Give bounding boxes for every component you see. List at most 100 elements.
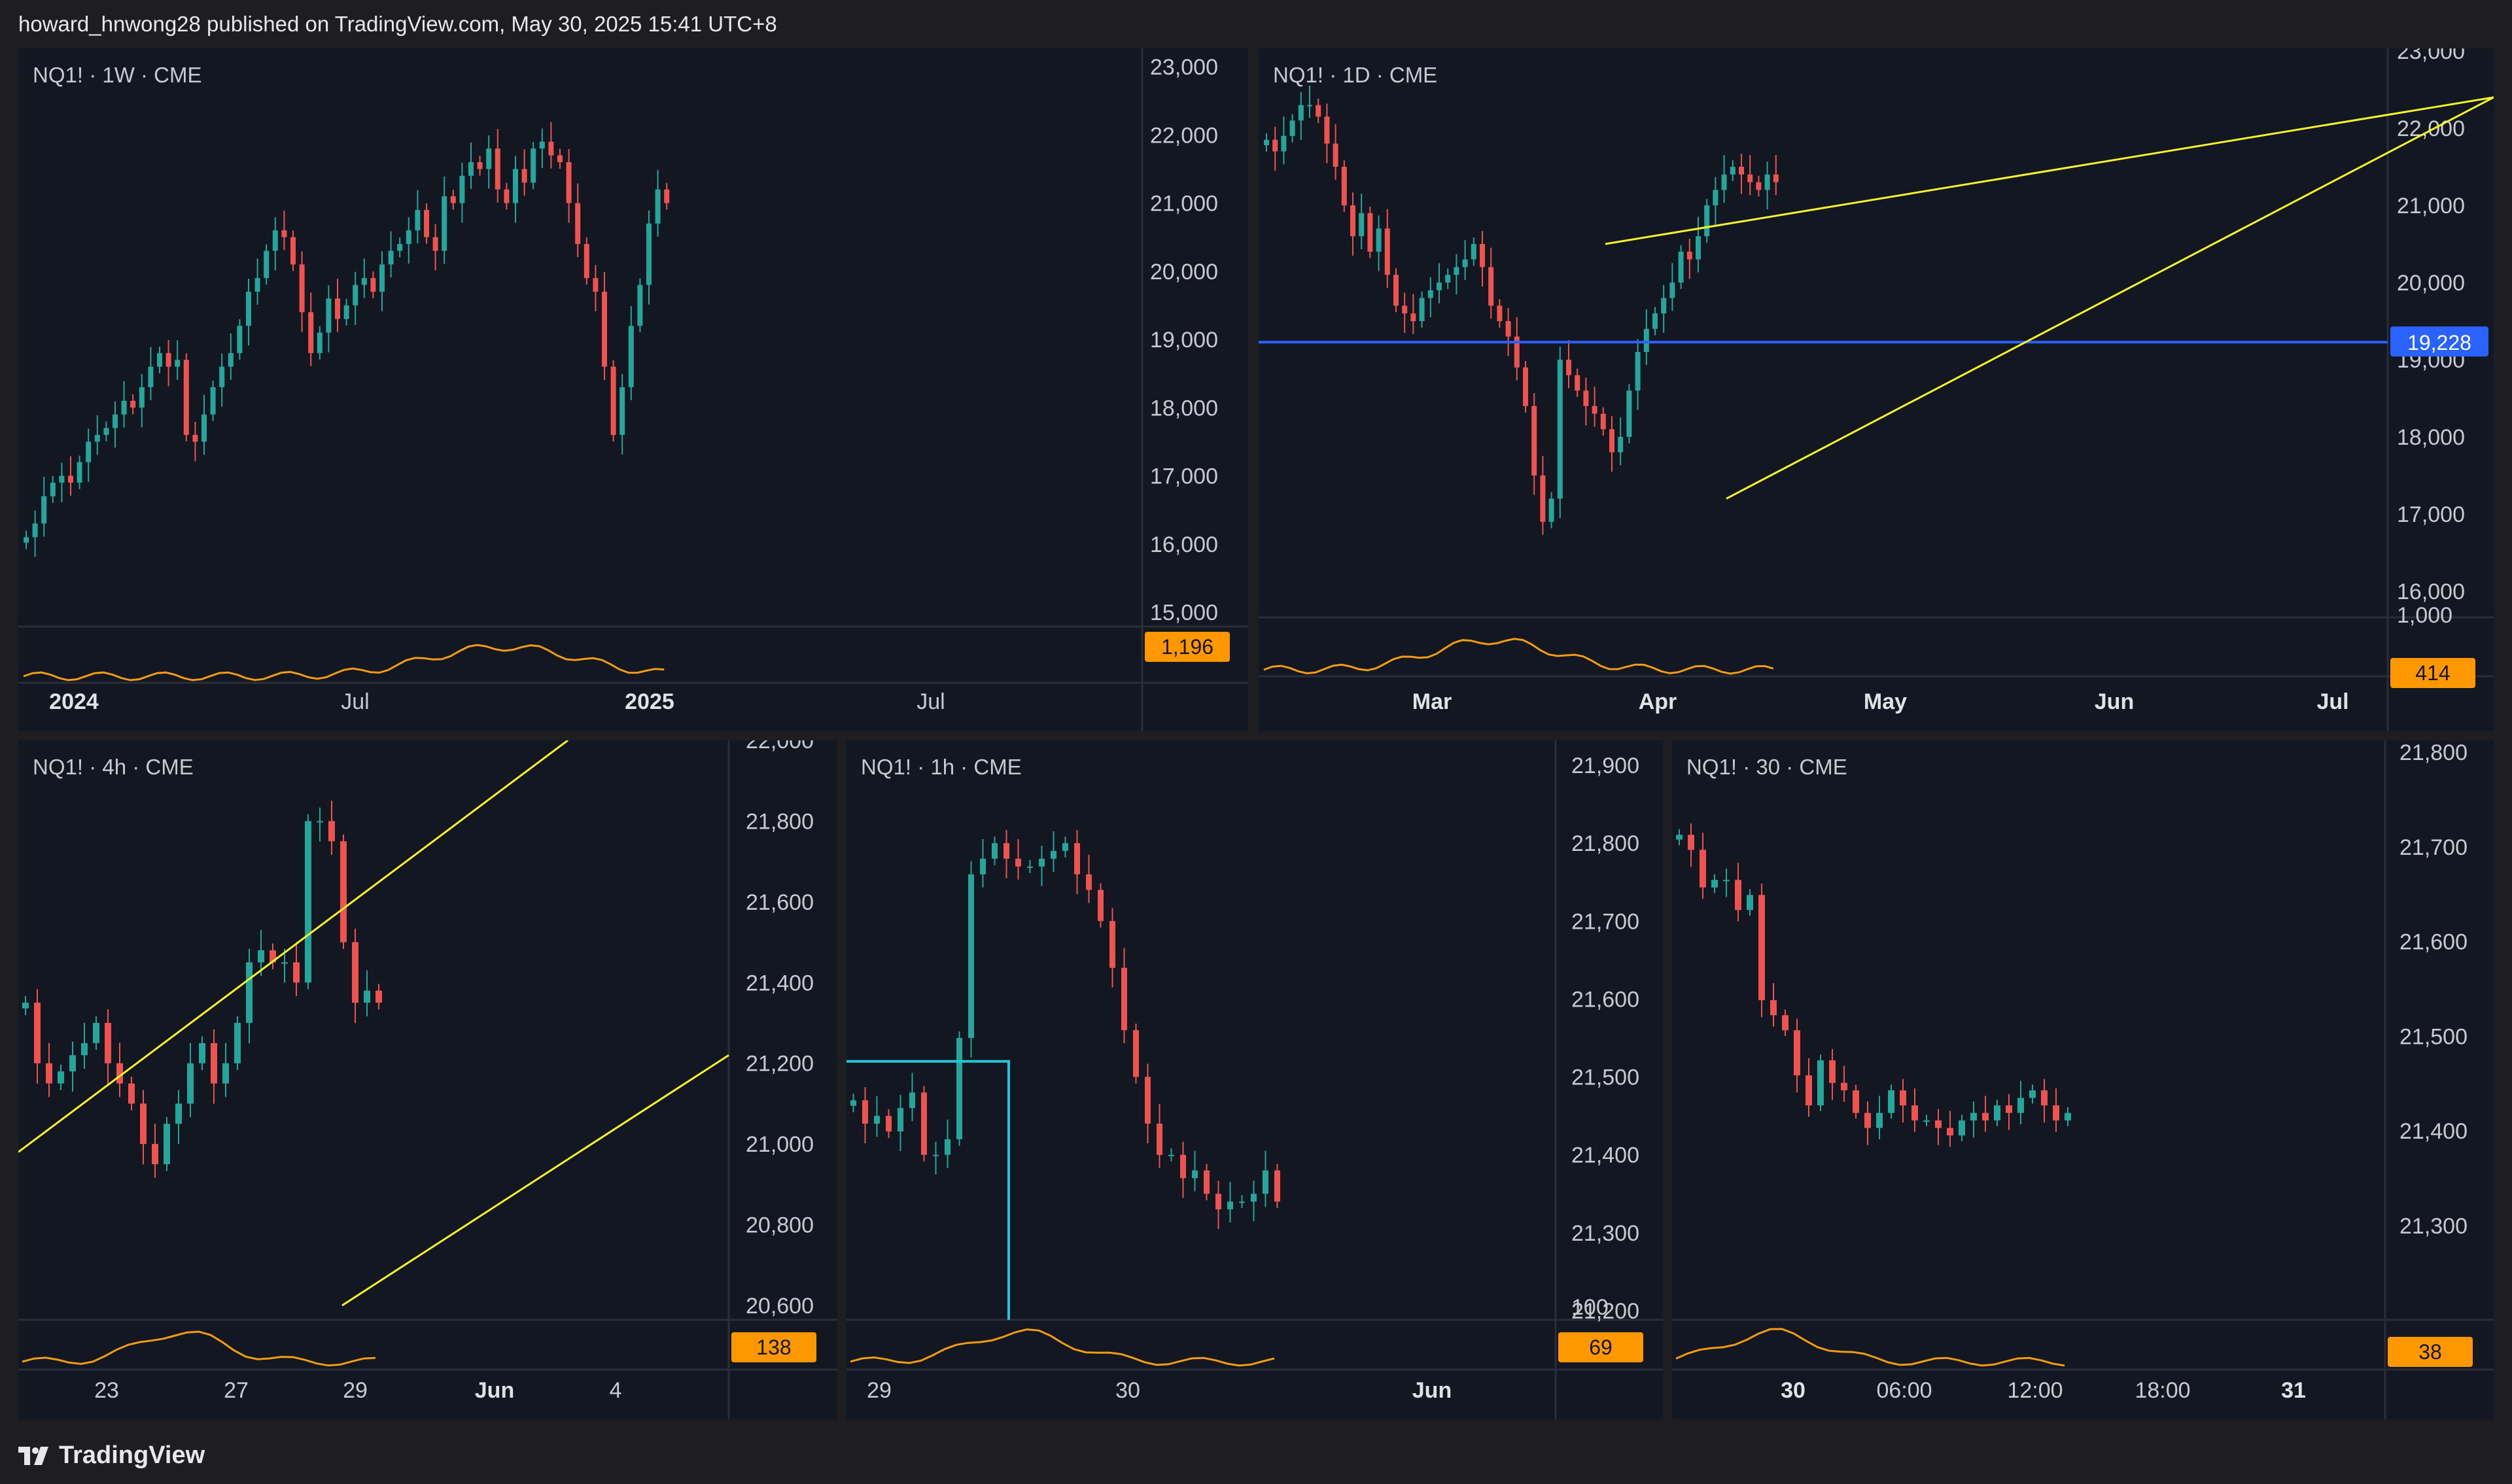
candle	[2017, 1080, 2024, 1124]
candle	[1215, 1181, 1221, 1230]
chart-panel-4h[interactable]: NQ1! · 4h · CME 22,000 21,800 21,600 21,400…	[18, 740, 837, 1419]
price-level-text: 19,228	[2407, 331, 2471, 354]
chart-canvas[interactable]: 21,900 21,800 21,700 21,600 21,500 21,400 21,3…	[846, 740, 1663, 1419]
x-tick-label: 12:00	[2007, 1378, 2063, 1403]
candle	[293, 942, 300, 997]
candle	[199, 1036, 205, 1071]
chart-canvas[interactable]: 23,00022,00021,00020,00019,00018,00017,0…	[1259, 48, 2494, 731]
candle	[557, 148, 563, 169]
candle	[1445, 268, 1451, 289]
candle	[1376, 215, 1382, 271]
y-tick-label: 23,000	[1150, 55, 1218, 80]
x-tick-label: Jun	[475, 1378, 514, 1403]
candle	[148, 347, 154, 400]
candle	[1003, 830, 1009, 878]
candle	[1402, 292, 1408, 333]
candle	[432, 224, 438, 271]
candle	[1652, 307, 1658, 336]
chart-panel-daily[interactable]: NQ1! · 1D · CME 23,000 22,000 21,000 20,000…	[1259, 48, 2494, 731]
candle	[1531, 392, 1537, 495]
chart-canvas[interactable]: 21,800 21,700 21,600 21,500 21,400 21,300 30 06…	[1672, 740, 2494, 1419]
trendline-upper[interactable]	[18, 740, 568, 1153]
chart-canvas[interactable]: 23,00022,00021,00020,00019,00018,00017,0…	[18, 48, 1248, 731]
y-tick-label: 21,500	[1571, 1065, 1639, 1090]
candle	[1168, 1148, 1174, 1162]
footer: TradingView	[0, 1427, 2512, 1484]
candle	[1635, 339, 1641, 410]
candle	[1316, 98, 1321, 124]
candle	[1454, 254, 1459, 294]
candle	[619, 373, 625, 455]
candle	[1575, 368, 1580, 398]
candle	[281, 948, 288, 983]
x-tick-label: 18:00	[2135, 1378, 2190, 1403]
x-tick-label: 4	[610, 1378, 622, 1403]
candle	[1462, 239, 1468, 281]
candle	[521, 149, 527, 196]
candle	[933, 1141, 939, 1175]
candle	[1505, 308, 1511, 356]
candle	[290, 230, 296, 271]
candle	[32, 510, 38, 557]
trendline-upper[interactable]	[1605, 96, 2494, 245]
candle	[945, 1119, 951, 1168]
candle	[531, 142, 536, 190]
trendline-lower[interactable]	[1726, 96, 2494, 500]
candle	[81, 1022, 88, 1069]
range-box-outline[interactable]	[846, 1060, 1010, 1320]
y-tick-label: 22,000	[2397, 116, 2465, 141]
y-tick-label: 18,000	[2397, 425, 2465, 450]
candle	[1540, 456, 1546, 535]
candle	[343, 298, 349, 326]
candle	[486, 135, 492, 189]
candle	[222, 1043, 229, 1097]
candle	[1227, 1182, 1233, 1223]
candle	[105, 1009, 111, 1084]
candle	[1557, 347, 1563, 519]
candle	[58, 1064, 64, 1090]
chart-panel-1h[interactable]: NQ1! · 1h · CME 21,900 21,800 21,700 21,600…	[846, 740, 1663, 1419]
y-tick-label: 21,600	[2399, 930, 2468, 955]
candle	[1592, 387, 1597, 427]
candle	[299, 251, 305, 332]
indicator-value-badge	[731, 1332, 816, 1362]
trendline-lower[interactable]	[341, 1054, 729, 1307]
candle	[353, 271, 358, 325]
candle	[442, 177, 447, 264]
candle	[281, 211, 287, 250]
indicator-value-badge	[2390, 658, 2475, 688]
chart-panel-30m[interactable]: NQ1! · 30 · CME 21,800 21,700 21,600 21,500…	[1672, 740, 2494, 1419]
candle	[1713, 177, 1718, 225]
x-tick-label: 2024	[49, 689, 99, 714]
candle	[1970, 1101, 1977, 1138]
candle	[2006, 1094, 2012, 1130]
candle	[192, 421, 198, 462]
candle	[1723, 868, 1730, 897]
candle	[1618, 417, 1624, 466]
candle	[980, 838, 986, 888]
candle	[86, 428, 92, 482]
candle	[1947, 1111, 1953, 1147]
candle	[1145, 1063, 1151, 1144]
candle	[254, 258, 260, 305]
candle	[22, 995, 29, 1016]
y-tick-label: 21,200	[1571, 1299, 1639, 1324]
candle	[352, 928, 358, 1024]
candle	[388, 231, 394, 278]
y-tick-label: 21,200	[746, 1052, 814, 1077]
tradingview-logo[interactable]: TradingView	[18, 1441, 205, 1470]
x-tick-label: 23	[94, 1378, 119, 1403]
candle	[1341, 160, 1347, 212]
candle	[1367, 206, 1373, 258]
candle	[201, 394, 207, 455]
x-tick-label: 29	[343, 1378, 368, 1403]
candle	[1982, 1096, 1989, 1132]
candle	[1298, 92, 1304, 140]
candle	[1686, 238, 1692, 279]
candle	[1488, 247, 1494, 319]
y-tick-label: 21,700	[1571, 909, 1639, 934]
chart-canvas[interactable]: 22,000 21,800 21,600 21,400 21,200 21,000 20,8…	[18, 740, 837, 1419]
y-tick-label: 22,000	[1150, 123, 1218, 148]
chart-panel-weekly[interactable]: NQ1! · 1W · CME 23,000 22,000 21,000 20,000…	[18, 48, 1248, 731]
candle	[459, 162, 465, 223]
